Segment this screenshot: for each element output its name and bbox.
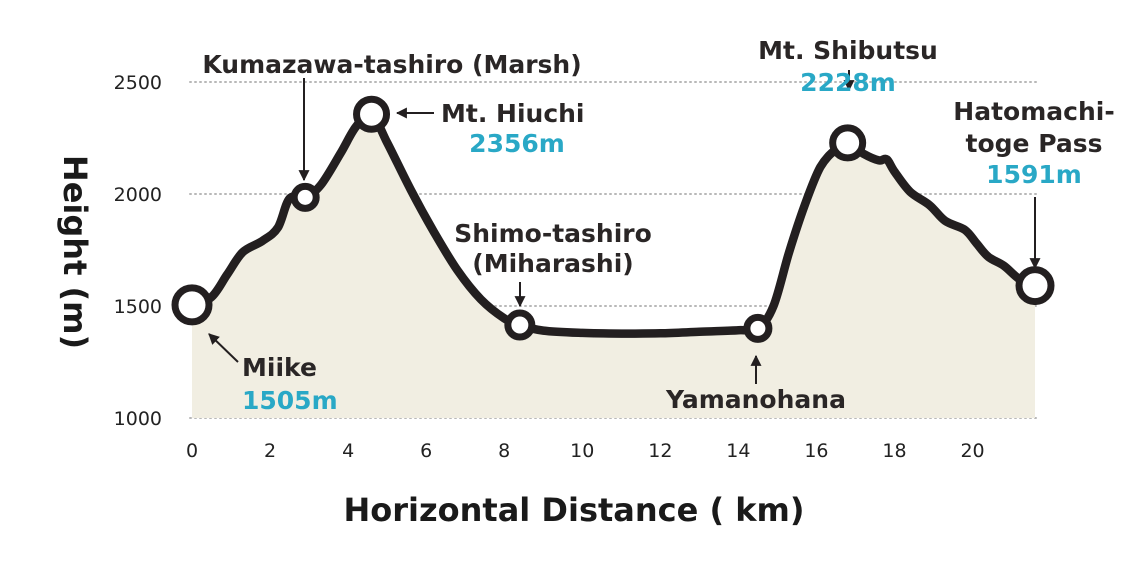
x-tick-label: 18 — [882, 440, 906, 462]
point-marker — [1015, 266, 1055, 306]
y-tick-label: 2000 — [114, 184, 162, 206]
profile-area-fill — [192, 113, 1035, 418]
x-tick-label: 2 — [264, 440, 276, 462]
x-tick-label: 10 — [570, 440, 594, 462]
elevation-label: 2356m — [469, 129, 565, 158]
elevation-label: 1505m — [242, 386, 338, 415]
point-marker — [353, 95, 391, 133]
x-tick-label: 0 — [186, 440, 198, 462]
x-tick-label: 20 — [960, 440, 984, 462]
x-tick-label: 12 — [648, 440, 672, 462]
x-tick-label: 16 — [804, 440, 828, 462]
y-tick-label: 1000 — [114, 408, 162, 430]
callout-arrow — [208, 333, 239, 363]
x-tick-label: 6 — [420, 440, 432, 462]
axis-ticks: 1000 1500 2000 2500 0 2 4 6 8 10 12 14 16 18 20 — [114, 72, 985, 462]
point-marker — [829, 124, 867, 162]
elevation-label: 1591m — [986, 160, 1082, 189]
point-label: toge Pass — [966, 129, 1103, 158]
y-axis-title: Height (m) — [56, 155, 94, 349]
point-label: Mt. Shibutsu — [758, 36, 938, 65]
point-label: Yamanohana — [665, 385, 846, 414]
point-label: Shimo-tashiro — [454, 219, 652, 248]
point-marker — [743, 313, 773, 343]
point-label: Hatomachi- — [953, 97, 1114, 126]
x-tick-label: 8 — [498, 440, 510, 462]
point-marker — [290, 182, 320, 212]
elevation-label: 2228m — [800, 68, 896, 97]
point-label: Mt. Hiuchi — [441, 99, 585, 128]
profile-area — [192, 113, 1035, 418]
x-tick-label: 4 — [342, 440, 354, 462]
point-marker — [504, 309, 536, 341]
point-marker — [171, 284, 213, 326]
point-label: Miike — [242, 353, 317, 382]
point-labels: Miike 1505m Kumazawa-tashiro (Marsh) Mt. Hi… — [202, 36, 1114, 415]
point-markers — [171, 95, 1055, 343]
point-label: Kumazawa-tashiro (Marsh) — [202, 50, 581, 79]
point-label: (Miharashi) — [472, 249, 633, 278]
y-tick-label: 1500 — [114, 296, 162, 318]
callout-arrows — [208, 70, 1041, 384]
x-tick-label: 14 — [726, 440, 750, 462]
y-tick-label: 2500 — [114, 72, 162, 94]
x-axis-title: Horizontal Distance ( km) — [344, 491, 805, 529]
